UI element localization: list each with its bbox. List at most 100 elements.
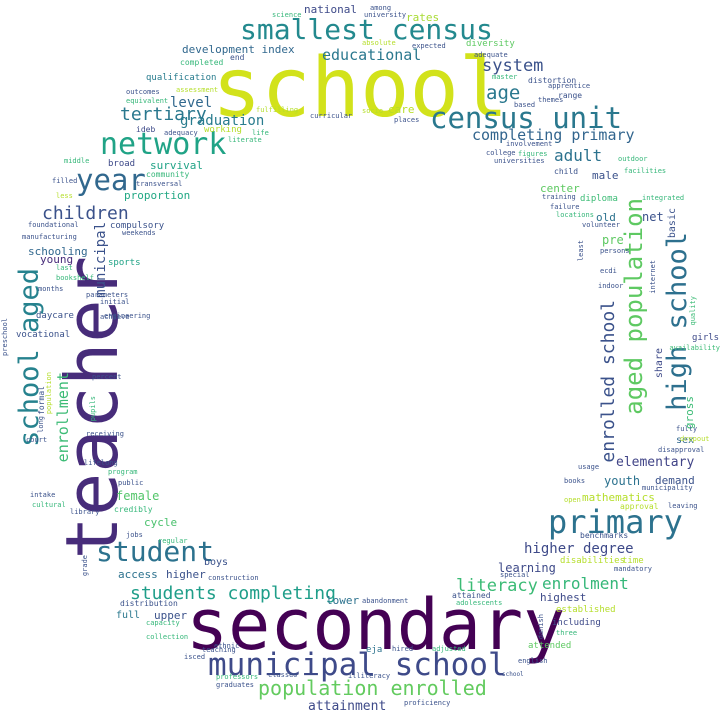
word-locations: locations: [556, 211, 594, 219]
word-learning: learning: [498, 561, 556, 575]
word-vocational: vocational: [16, 330, 71, 340]
word-months: months: [38, 285, 64, 293]
word-assessment: assessment: [176, 86, 219, 94]
word-literacy: literacy: [456, 576, 538, 596]
word-enrolment: enrolment: [542, 574, 629, 593]
word-universities: universities: [494, 157, 545, 165]
word-old: old: [596, 211, 616, 224]
word-completing-primary: completing primary: [472, 126, 635, 144]
word-rates: rates: [406, 11, 440, 24]
word-open: open: [564, 496, 581, 504]
word-pupils: pupils: [89, 396, 97, 422]
word-age: age: [486, 82, 521, 104]
word-daycare: daycare: [36, 311, 74, 321]
word-graduation: graduation: [180, 113, 265, 129]
word-weekends: weekends: [122, 229, 156, 237]
word-diploma: diploma: [580, 194, 618, 204]
word-population: population: [45, 372, 53, 415]
word-established: established: [556, 605, 616, 615]
word-adjusted: adjusted: [432, 645, 466, 653]
word-attainment: attainment: [308, 699, 387, 714]
word-among: among: [370, 4, 392, 12]
word-long: long: [37, 416, 45, 433]
word-outdoor: outdoor: [618, 155, 648, 163]
word-percent: percent: [92, 373, 122, 381]
word-based: based: [514, 101, 536, 109]
word-student: student: [96, 535, 215, 568]
word-capacity: capacity: [146, 619, 180, 627]
word-range: range: [558, 91, 583, 100]
word-upper: upper: [154, 609, 188, 622]
word-cycle: cycle: [144, 516, 178, 529]
word-involvement: involvement: [506, 140, 553, 148]
word-basic: basic: [667, 208, 678, 239]
word-program: program: [108, 468, 138, 476]
word-outcomes: outcomes: [126, 88, 160, 96]
word-disabilities: disabilities: [560, 556, 626, 566]
word-parameters: parameters: [86, 291, 129, 299]
word-credibly: credibly: [114, 505, 153, 514]
word-mandatory: mandatory: [614, 565, 652, 573]
word-school-small: school: [502, 671, 524, 678]
word-english: english: [518, 657, 548, 665]
word-apprentice: apprentice: [548, 82, 591, 90]
word-community: community: [146, 170, 190, 179]
word-figures: figures: [518, 150, 548, 158]
word-tertiary: tertiary: [120, 104, 207, 125]
word-census-unit: census unit: [430, 101, 623, 135]
word-bookshelf: bookshelf: [56, 274, 94, 282]
word-public: public: [118, 479, 144, 487]
word-manufacturing: manufacturing: [22, 233, 77, 241]
word-abandonment: abandonment: [362, 597, 409, 605]
word-access: access: [118, 568, 158, 581]
word-adult: adult: [554, 146, 603, 165]
word-municipality: municipality: [642, 484, 693, 492]
word-places: places: [394, 116, 420, 124]
word-full: full: [116, 610, 141, 621]
word-usage: usage: [578, 463, 600, 471]
word-teaching: teaching: [202, 646, 236, 654]
word-indoor: indoor: [598, 282, 624, 290]
word-enrollment: enrollment: [54, 372, 72, 463]
word-themes: themes: [538, 96, 564, 104]
word-sex: sex: [676, 435, 695, 446]
word-regular: regular: [158, 537, 188, 545]
word-young: young: [40, 253, 74, 266]
word-less: less: [56, 192, 73, 200]
word-socio: socio: [362, 107, 384, 115]
word-adequacy: adequacy: [164, 129, 198, 137]
word-classes: classes: [268, 671, 298, 679]
word-aged-population: aged population: [620, 198, 648, 415]
word-fully: fully: [676, 425, 698, 433]
word-books: books: [564, 477, 586, 485]
word-national: national: [304, 3, 357, 16]
word-quality: quality: [689, 296, 697, 326]
word-danish: danish: [537, 614, 545, 640]
word-attended: attended: [528, 641, 572, 651]
word-pre: pre: [602, 233, 624, 247]
word-lifelong: lifelong: [84, 459, 118, 467]
word-high-school: high school: [662, 232, 693, 411]
word-highest: highest: [540, 591, 587, 604]
word-isced: isced: [184, 653, 206, 661]
word-graduates: graduates: [216, 681, 254, 689]
word-child: child: [554, 167, 579, 176]
word-students-completing: students completing: [130, 583, 336, 604]
word-disapproval: disapproval: [658, 446, 705, 454]
word-leaving: leaving: [668, 502, 698, 510]
word-children: children: [42, 203, 129, 224]
word-persons: persons: [600, 247, 630, 255]
word-preschool: preschool: [1, 318, 9, 356]
word-jobs: jobs: [126, 531, 143, 539]
word-smallest-census: smallest census: [240, 13, 493, 46]
word-volunteer: volunteer: [582, 221, 620, 229]
word-distribution: distribution: [120, 599, 178, 608]
word-college: college: [486, 149, 516, 157]
word-municipal-school: municipal school: [208, 647, 507, 683]
word-system: system: [482, 56, 544, 76]
word-receiving: receiving: [86, 430, 124, 438]
word-adolescents: adolescents: [456, 599, 503, 607]
word-cultural: cultural: [32, 501, 66, 509]
word-master: master: [492, 73, 518, 81]
